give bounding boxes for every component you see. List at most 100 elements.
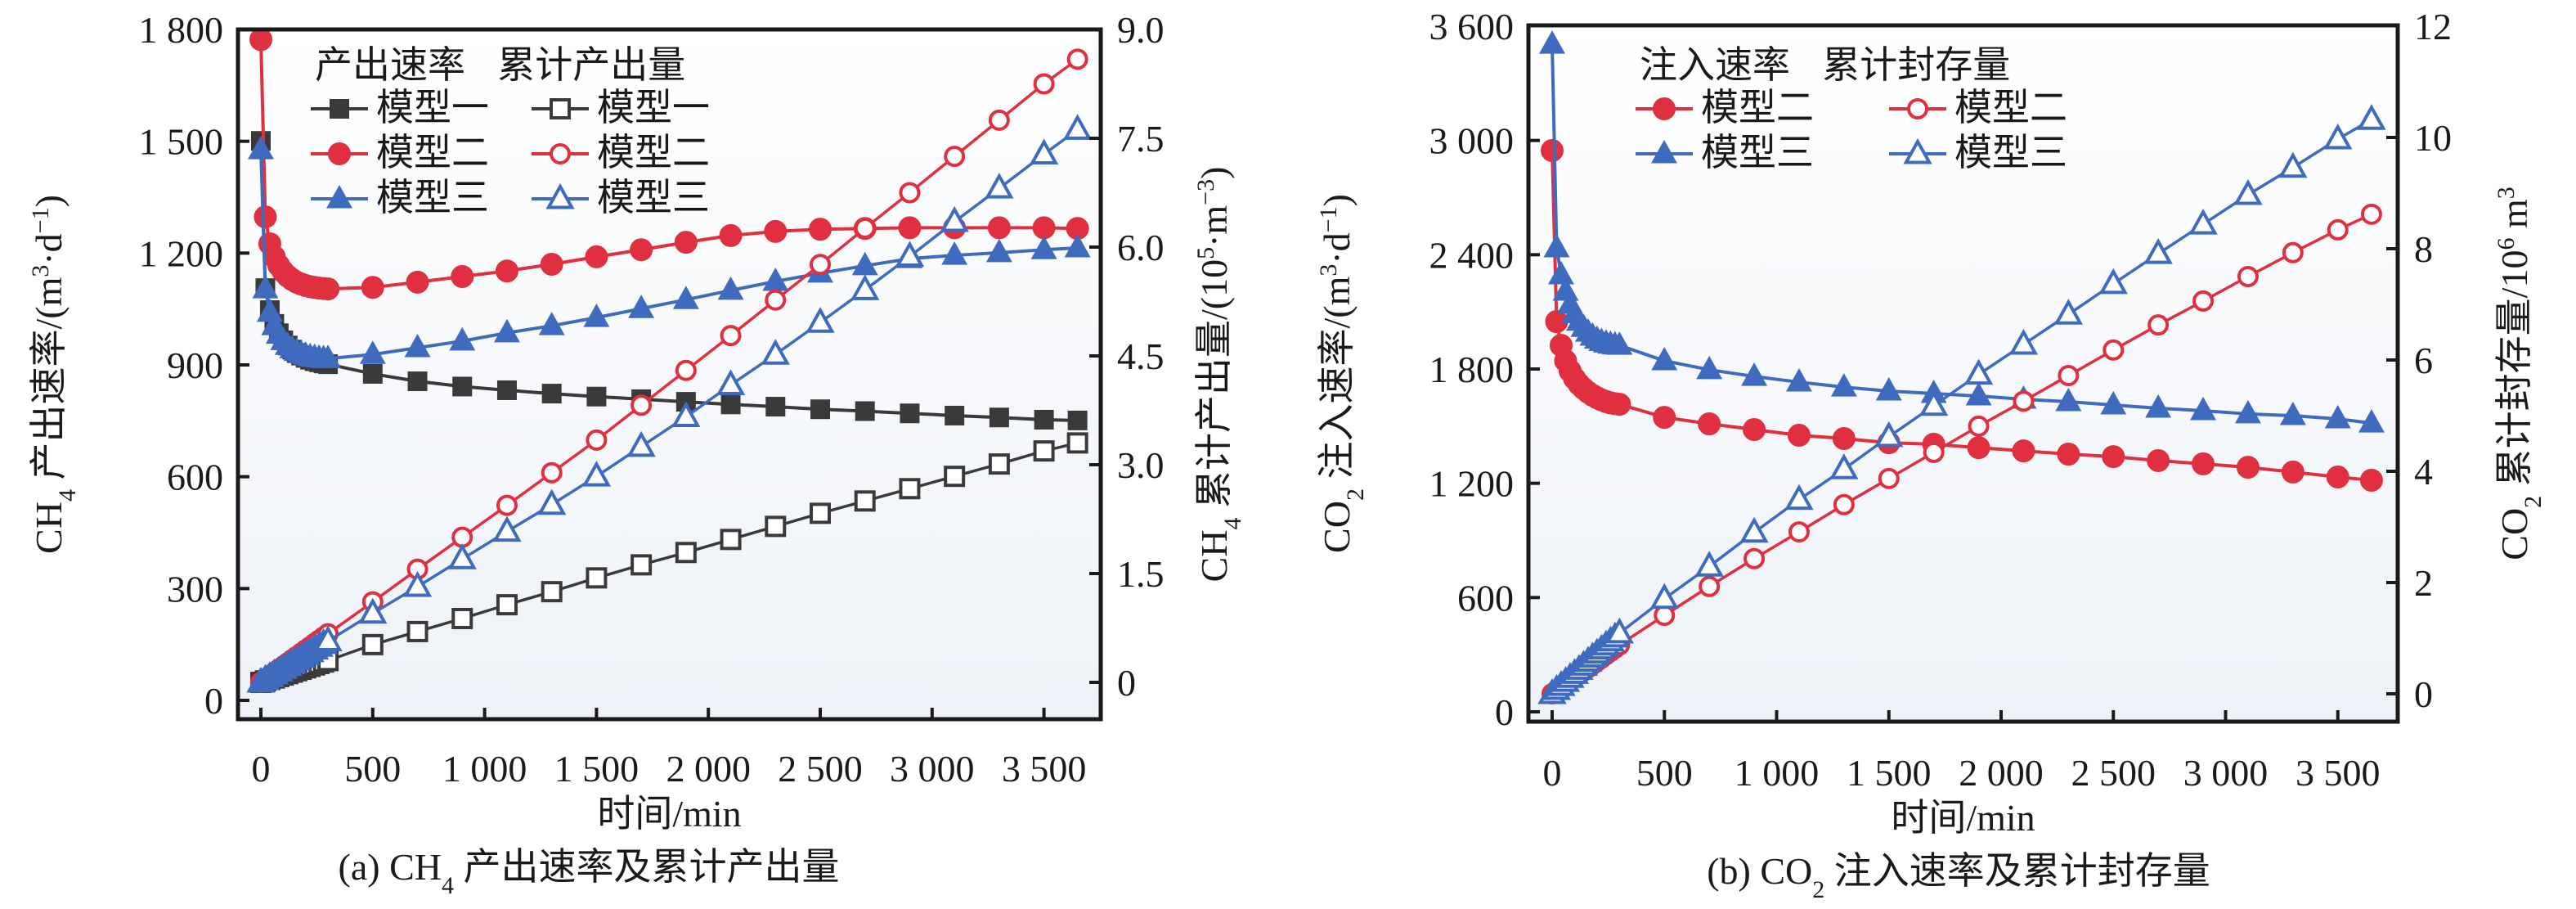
data-point bbox=[362, 363, 383, 384]
data-point bbox=[1963, 358, 1994, 385]
x-tick-label: 2 500 bbox=[2071, 752, 2156, 794]
data-point bbox=[1064, 233, 1091, 258]
data-point bbox=[2279, 401, 2306, 425]
data-point bbox=[1541, 139, 1564, 163]
data-point bbox=[1032, 216, 1056, 240]
legend-item: 模型二 bbox=[1636, 87, 1814, 128]
data-point bbox=[538, 312, 565, 335]
data-point bbox=[855, 401, 875, 421]
data-point bbox=[2145, 394, 2172, 418]
data-point bbox=[583, 304, 610, 327]
data-point bbox=[1923, 441, 1945, 463]
x-tick-label: 3 000 bbox=[2183, 752, 2269, 794]
data-point bbox=[806, 307, 835, 333]
data-point bbox=[1066, 432, 1088, 454]
legend-label: 模型二 bbox=[376, 132, 489, 173]
data-point bbox=[717, 276, 744, 300]
data-point bbox=[2102, 445, 2125, 469]
data-point bbox=[809, 218, 832, 241]
data-point bbox=[586, 567, 608, 589]
data-point bbox=[1067, 410, 1088, 430]
data-point bbox=[586, 386, 607, 407]
data-point bbox=[2281, 460, 2304, 484]
axis-ticks: 0 500 1 000 1 500 2 000 2 500 3 000 3 500 0 600 1 … bbox=[1429, 6, 2453, 794]
data-point bbox=[1744, 547, 1766, 569]
data-point bbox=[672, 286, 699, 309]
data-point bbox=[586, 429, 608, 451]
data-point bbox=[451, 607, 473, 629]
plot-frame bbox=[1526, 23, 2400, 724]
legend-marker bbox=[1903, 137, 1932, 164]
legend-label: 模型三 bbox=[597, 177, 710, 218]
x-tick-label: 3 500 bbox=[1002, 748, 1087, 790]
x-tick-label: 500 bbox=[1636, 752, 1693, 794]
data-point bbox=[248, 136, 274, 160]
data-point bbox=[671, 401, 701, 427]
data-point bbox=[716, 369, 746, 395]
x-tick-label: 3 500 bbox=[2296, 752, 2381, 794]
data-point bbox=[2012, 439, 2035, 463]
data-point bbox=[315, 344, 342, 368]
data-point bbox=[249, 28, 272, 52]
data-point bbox=[254, 205, 277, 229]
data-point bbox=[1785, 368, 1812, 392]
data-point bbox=[537, 488, 567, 515]
legend-label: 模型一 bbox=[376, 87, 489, 128]
data-point bbox=[1604, 617, 1635, 644]
x-tick-label: 1 500 bbox=[554, 748, 640, 790]
data-point bbox=[2360, 203, 2382, 225]
y-right-tick-label: 8 bbox=[2414, 228, 2433, 270]
data-point bbox=[1830, 373, 1857, 397]
data-point bbox=[941, 241, 968, 265]
data-point bbox=[406, 270, 429, 294]
legend-item: 模型二 bbox=[311, 132, 489, 173]
data-point bbox=[854, 217, 876, 239]
y-left-tick-label: 300 bbox=[167, 568, 223, 610]
legend-item: 模型三 bbox=[311, 177, 489, 218]
data-point bbox=[1919, 389, 1949, 416]
data-point bbox=[899, 182, 921, 204]
data-point bbox=[581, 461, 612, 487]
y-left-tick-label: 3 600 bbox=[1429, 6, 1515, 47]
chart-ch4-production: 0 500 1 000 1 500 2 000 2 500 3 000 3 500 0 300 60… bbox=[27, 9, 1246, 899]
data-point bbox=[810, 399, 830, 420]
x-tick-label: 500 bbox=[344, 748, 401, 790]
data-point bbox=[404, 333, 431, 358]
plot-frame bbox=[236, 27, 1103, 722]
legend-item: 模型三 bbox=[532, 177, 710, 218]
data-point bbox=[1743, 418, 1766, 442]
legend-marker bbox=[550, 143, 571, 164]
y-right-tick-label: 9.0 bbox=[1117, 9, 1165, 51]
data-point bbox=[313, 625, 343, 651]
data-point bbox=[2100, 390, 2127, 415]
data-point bbox=[2188, 208, 2218, 235]
y-right-tick-label: 4 bbox=[2414, 451, 2433, 493]
data-point bbox=[2058, 365, 2080, 387]
data-point bbox=[720, 529, 742, 551]
data-point bbox=[252, 275, 279, 299]
data-point bbox=[900, 403, 920, 424]
data-point bbox=[449, 326, 476, 351]
data-point bbox=[2234, 399, 2261, 424]
y-right-tick-label: 7.5 bbox=[1117, 118, 1165, 160]
data-point bbox=[1654, 605, 1676, 627]
data-point bbox=[1829, 453, 1859, 479]
data-point bbox=[1739, 516, 1769, 543]
data-point bbox=[628, 295, 655, 318]
y-left-tick-label: 2 400 bbox=[1429, 234, 1515, 276]
x-tick-label: 2 000 bbox=[1959, 752, 2044, 794]
data-point bbox=[496, 594, 518, 616]
data-point bbox=[407, 371, 428, 392]
data-point bbox=[987, 216, 1011, 240]
data-point bbox=[1874, 421, 1904, 448]
data-point bbox=[2147, 448, 2170, 472]
data-point bbox=[1965, 382, 1992, 406]
data-point bbox=[1787, 424, 1811, 448]
y-left-tick-label: 900 bbox=[167, 344, 223, 386]
data-point bbox=[2233, 178, 2263, 205]
data-point bbox=[1967, 436, 1990, 460]
data-point bbox=[1653, 406, 1676, 430]
data-point bbox=[2013, 390, 2035, 412]
chart-caption: (b) CO2 注入速率及累计封存量 bbox=[1707, 850, 2210, 903]
